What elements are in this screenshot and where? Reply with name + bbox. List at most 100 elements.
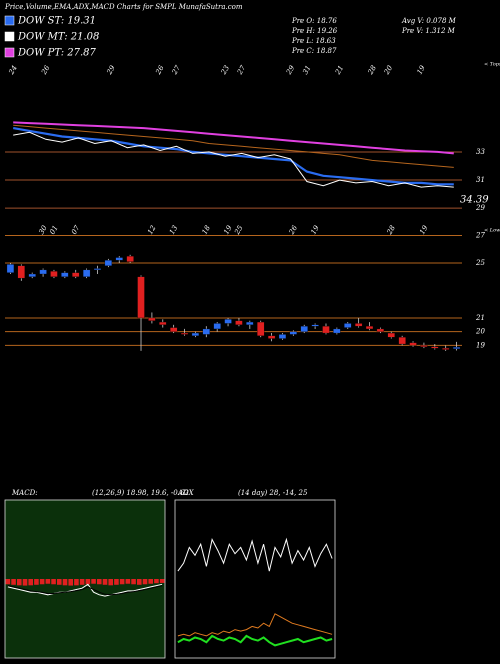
legend-swatch — [4, 31, 15, 42]
panel-subtitle: (12,26,9) 18.98, 19.6, -0.62 — [92, 489, 189, 497]
histogram-bar — [119, 579, 125, 585]
candle-body — [365, 326, 374, 330]
panel-title: ADX — [177, 489, 195, 497]
histogram-bar — [114, 579, 119, 585]
candle-body — [333, 328, 341, 334]
candle-body — [300, 326, 308, 332]
candle-body — [409, 342, 417, 346]
info-text: Pre V: 1.312 M — [401, 27, 456, 35]
histogram-bar — [131, 579, 136, 585]
x-tick-label: 12 — [146, 224, 158, 236]
candle-body — [137, 276, 145, 319]
x-tick-label: 19 — [309, 224, 321, 236]
x-tick-label: 24 — [7, 64, 19, 77]
histogram-bar — [28, 579, 33, 586]
candle-body — [289, 331, 297, 335]
candle-body — [39, 269, 47, 275]
x-tick-label: 19 — [416, 64, 428, 76]
legend-label: DOW ST: 19.31 — [17, 16, 96, 27]
ema-line — [13, 124, 454, 168]
annotation: 34.39 — [460, 195, 489, 206]
histogram-bar — [102, 579, 108, 585]
histogram-bar — [62, 579, 68, 586]
y-tick-label: 19 — [476, 341, 485, 349]
x-tick-label: 19 — [418, 224, 430, 236]
ema-line — [13, 121, 454, 155]
x-tick-label: 07 — [70, 224, 82, 236]
candle-body — [431, 346, 439, 349]
candle-body — [93, 268, 102, 271]
candle-body — [61, 272, 69, 277]
candle-body — [104, 260, 113, 266]
candle-body — [213, 323, 221, 330]
x-tick-label: 13 — [168, 224, 180, 236]
x-tick-label: 21 — [333, 64, 345, 77]
histogram-bar — [51, 579, 56, 585]
histogram-bar — [159, 579, 165, 583]
histogram-bar — [11, 579, 16, 585]
annotation: < Lows — [484, 228, 500, 234]
panel-subtitle: (14 day) 28, -14, 25 — [238, 489, 308, 497]
candle-body — [28, 273, 36, 277]
histogram-bar — [91, 579, 96, 584]
candle-body — [354, 323, 363, 327]
legend-swatch — [4, 15, 15, 26]
candle-body — [170, 327, 178, 332]
candle-body — [6, 264, 15, 273]
histogram-bar — [17, 579, 22, 586]
histogram-bar — [22, 579, 28, 586]
candle-body — [224, 319, 232, 324]
histogram-bar — [125, 579, 131, 584]
histogram-bar — [142, 579, 148, 585]
candle-body — [376, 328, 385, 332]
candle-body — [246, 321, 254, 325]
histogram-bar — [74, 579, 79, 586]
candle-body — [267, 335, 276, 339]
candle-body — [82, 269, 91, 277]
candle-body — [311, 324, 319, 327]
candle-body — [387, 332, 395, 338]
macd-line — [7, 585, 163, 596]
panel — [174, 499, 336, 659]
legend-swatch — [4, 47, 15, 58]
candle-body — [159, 321, 167, 325]
x-tick-label: 19 — [222, 224, 234, 236]
candle-body — [17, 265, 25, 279]
y-tick-label: 27 — [475, 232, 485, 240]
histogram-bar — [137, 579, 142, 585]
candle-body — [257, 321, 265, 336]
candle-body — [442, 348, 450, 350]
y-tick-label: 20 — [475, 328, 485, 336]
annotation: < Tops — [484, 62, 500, 68]
candle-body — [126, 256, 134, 262]
candle-body — [278, 334, 287, 339]
adx-line — [177, 537, 333, 572]
candle-body — [180, 332, 189, 335]
histogram-bar — [5, 579, 11, 585]
y-tick-label: 25 — [475, 259, 485, 267]
x-tick-label: 30 — [37, 224, 49, 236]
histogram-bar — [39, 579, 45, 585]
info-text: Avg V: 0.078 M — [401, 17, 457, 25]
histogram-bar — [85, 579, 91, 585]
y-tick-label: 21 — [475, 314, 485, 322]
x-tick-label: 18 — [201, 224, 213, 236]
candle-body — [452, 347, 461, 349]
info-text: Pre C: 18.87 — [291, 47, 337, 55]
adx-line — [177, 634, 333, 647]
candle-body — [235, 320, 243, 325]
x-tick-label: 31 — [301, 64, 312, 76]
y-tick-label: 33 — [476, 148, 485, 156]
y-tick-label: 31 — [476, 176, 485, 184]
legend-label: DOW MT: 21.08 — [17, 32, 99, 43]
candle-body — [322, 326, 330, 334]
y-tick-label: 29 — [475, 204, 485, 212]
histogram-bar — [154, 579, 159, 584]
ema-line — [13, 131, 454, 188]
candle-body — [420, 345, 428, 347]
candle-body — [72, 272, 80, 277]
ema-line — [13, 127, 454, 186]
candle-body — [398, 337, 406, 345]
info-text: Pre O: 18.76 — [291, 17, 337, 25]
